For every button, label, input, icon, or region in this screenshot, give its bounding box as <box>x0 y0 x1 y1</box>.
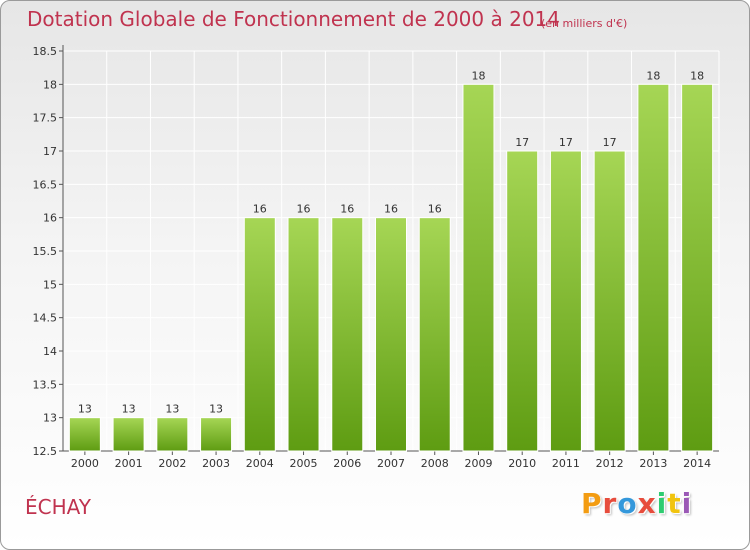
y-tick-label: 17.5 <box>33 112 58 125</box>
bar <box>243 217 276 452</box>
bar <box>418 217 451 452</box>
data-label: 17 <box>515 136 529 149</box>
x-tick-label: 2002 <box>158 457 186 470</box>
data-label: 16 <box>340 203 354 216</box>
bar <box>462 83 495 452</box>
x-tick-label: 2005 <box>290 457 318 470</box>
bar <box>68 417 101 452</box>
bar <box>506 150 539 452</box>
x-tick-label: 2008 <box>421 457 449 470</box>
data-label: 16 <box>428 203 442 216</box>
bar <box>549 150 582 452</box>
chart-title: Dotation Globale de Fonctionnement de 20… <box>27 7 560 31</box>
bars <box>68 83 714 452</box>
y-tick-label: 16 <box>43 212 57 225</box>
y-tick-label: 15 <box>43 278 57 291</box>
bar <box>156 417 189 452</box>
bar <box>593 150 626 452</box>
x-tick-label: 2012 <box>596 457 624 470</box>
data-label: 13 <box>122 403 136 416</box>
chart-unit-label: (en milliers d'€) <box>541 17 628 30</box>
y-tick-label: 17 <box>43 145 57 158</box>
y-tick-label: 13 <box>43 412 57 425</box>
x-tick-label: 2011 <box>552 457 580 470</box>
x-tick-label: 2009 <box>464 457 492 470</box>
x-tick-label: 2004 <box>246 457 274 470</box>
logo-letter: t <box>667 487 682 520</box>
commune-name: ÉCHAY <box>25 495 91 519</box>
bar <box>112 417 145 452</box>
x-tick-label: 2014 <box>683 457 711 470</box>
data-label: 16 <box>384 203 398 216</box>
y-tick-label: 16.5 <box>33 178 58 191</box>
tick-labels: 12.5 13 13.5 14 14.5 15 15.5 16 16.5 17 17.5 18 18.5… <box>33 45 712 470</box>
y-tick-label: 14.5 <box>33 312 58 325</box>
proxiti-logo: Proxiti <box>581 487 692 520</box>
data-label: 16 <box>253 203 267 216</box>
bar <box>200 417 233 452</box>
bar <box>331 217 364 452</box>
x-tick-label: 2003 <box>202 457 230 470</box>
bar <box>681 83 714 452</box>
y-tick-label: 18.5 <box>33 45 58 58</box>
logo-letter: o <box>617 487 638 520</box>
logo-letter: r <box>602 487 618 520</box>
data-label: 17 <box>603 136 617 149</box>
data-label: 18 <box>690 69 704 82</box>
logo-letter: i <box>656 487 668 520</box>
y-tick-label: 12.5 <box>33 445 58 458</box>
y-tick-label: 15.5 <box>33 245 58 258</box>
x-tick-label: 2010 <box>508 457 536 470</box>
data-label: 18 <box>646 69 660 82</box>
y-tick-label: 14 <box>43 345 57 358</box>
y-tick-label: 13.5 <box>33 378 58 391</box>
x-tick-label: 2001 <box>115 457 143 470</box>
logo-letter: x <box>637 487 657 520</box>
data-label: 13 <box>78 403 92 416</box>
data-label: 18 <box>471 69 485 82</box>
x-tick-label: 2000 <box>71 457 99 470</box>
data-label: 17 <box>559 136 573 149</box>
bar <box>287 217 320 452</box>
data-label: 13 <box>209 403 223 416</box>
logo-letter: P <box>581 487 603 520</box>
y-tick-label: 18 <box>43 78 57 91</box>
logo-letter: i <box>681 487 693 520</box>
x-tick-label: 2006 <box>333 457 361 470</box>
bar <box>375 217 407 452</box>
x-tick-label: 2007 <box>377 457 405 470</box>
data-label: 16 <box>297 203 311 216</box>
bar <box>637 83 670 452</box>
data-labels: 13 13 13 13 16 16 16 16 16 18 17 17 17 18 18 <box>78 69 704 415</box>
x-tick-label: 2013 <box>639 457 667 470</box>
data-label: 13 <box>165 403 179 416</box>
